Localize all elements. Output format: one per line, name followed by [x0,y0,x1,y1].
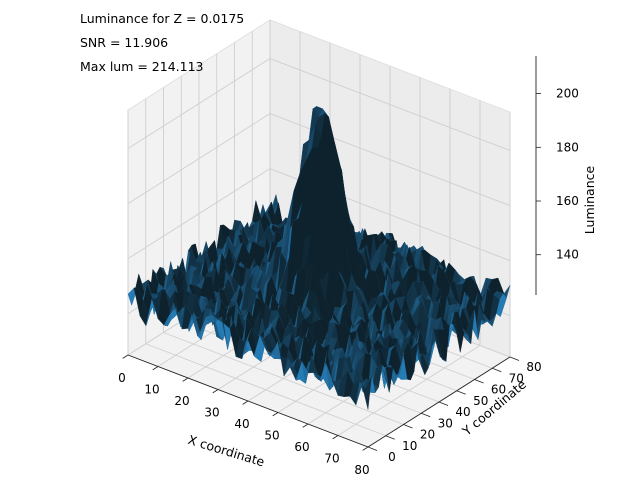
x-tick-label: 50 [264,429,279,443]
luminance-surface [127,105,511,410]
y-tick-label: 10 [402,439,417,453]
z-tick-label: 180 [556,140,579,154]
x-tick-mark [212,389,219,394]
z-tick-label: 200 [556,87,579,101]
grid-left-z [127,168,271,260]
grid-back-z [269,58,511,151]
y-tick-mark [421,412,431,418]
x-tick-label: 30 [204,406,219,420]
grid-back-z [269,113,511,207]
y-tick-mark [509,356,520,361]
grid-left-z [127,113,271,204]
z-tick-label: 140 [556,248,579,262]
x-tick-label: 70 [324,452,339,466]
annotation-snr: SNR = 11.906 [80,35,169,50]
y-tick-label: 60 [491,383,506,397]
y-tick-label: 0 [388,450,396,464]
x-tick-mark [182,377,189,382]
x-tick-label: 0 [118,371,126,385]
annotation-max-lum: Max lum = 214.113 [80,59,204,74]
y-tick-mark [367,446,378,451]
y-tick-label: 30 [438,416,453,430]
y-tick-mark [456,390,466,395]
y-tick-mark [438,401,449,406]
z-tick-label: 160 [556,194,579,208]
y-tick-label: 20 [420,428,435,442]
x-tick-mark [362,446,369,451]
tick-labels: 0102030405060708001020304050607080140160… [118,56,579,477]
surface-facet [361,375,372,410]
x-tick-mark [302,423,309,428]
y-tick-label: 40 [455,405,470,419]
y-tick-label: 70 [509,371,524,385]
x-tick-label: 10 [144,383,159,397]
grid-floor-x [337,345,481,436]
x-tick-label: 60 [294,440,309,454]
x-axis-label: X coordinate [186,432,266,470]
y-tick-label: 50 [473,394,488,408]
y-tick-mark [403,424,413,429]
annotation-z: Luminance for Z = 0.0175 [80,11,245,26]
x-tick-label: 80 [354,463,369,477]
y-tick-label: 80 [526,360,541,374]
grid-left-z [127,58,271,149]
y-tick-mark [474,379,484,384]
x-tick-mark [152,366,159,371]
x-tick-mark [242,400,249,405]
x-tick-mark [332,435,339,440]
z-axis-label: Luminance [582,166,597,235]
y-tick-mark [492,367,502,373]
x-tick-label: 40 [234,417,249,431]
x-tick-mark [272,412,279,417]
y-tick-mark [385,435,395,440]
x-tick-mark [122,354,129,359]
x-tick-label: 20 [174,394,189,408]
